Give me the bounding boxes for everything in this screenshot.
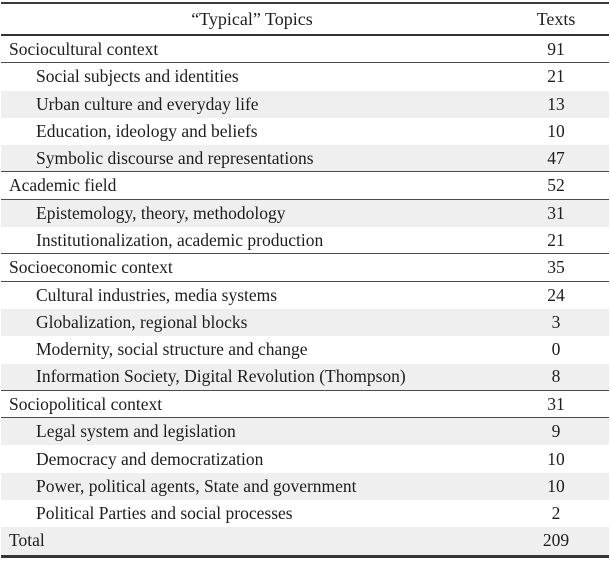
texts-cell: 31 [547, 393, 565, 414]
topic-cell: Institutionalization, academic productio… [36, 229, 324, 250]
topic-cell: Education, ideology and beliefs [36, 121, 258, 142]
table-row-power-political-agents: Power, political agents, State and gover… [1, 472, 609, 501]
texts-cell: 24 [547, 284, 565, 305]
topic-cell: Social subjects and identities [36, 66, 239, 87]
topic-cell: Democracy and democratization [36, 448, 264, 469]
table-row-academic-field: Academic field 52 [1, 172, 609, 200]
table-row-political-parties: Political Parties and social processes 2 [1, 500, 609, 528]
table-row-sociopolitical-context: Sociopolitical context 31 [1, 390, 609, 419]
table-row-urban-culture: Urban culture and everyday life 13 [1, 90, 609, 118]
table-row-legal-system: Legal system and legislation 9 [1, 418, 609, 446]
texts-cell: 2 [551, 503, 561, 524]
topic-cell: Information Society, Digital Revolution … [36, 366, 406, 387]
texts-cell: 35 [547, 257, 565, 278]
texts-cell: 209 [542, 530, 570, 551]
table-row-institutionalization: Institutionalization, academic productio… [1, 227, 609, 255]
topic-cell: Symbolic discourse and representations [36, 147, 314, 168]
topic-cell: Cultural industries, media systems [36, 284, 278, 305]
table-row-symbolic-discourse: Symbolic discourse and representations 4… [1, 145, 609, 173]
table-row-socioeconomic-context: Socioeconomic context 35 [1, 254, 609, 282]
texts-cell: 52 [547, 175, 565, 196]
texts-cell: 10 [547, 121, 565, 142]
table-row-cultural-industries: Cultural industries, media systems 24 [1, 281, 609, 309]
topic-cell: Epistemology, theory, methodology [36, 202, 286, 223]
topic-cell: Total [9, 530, 45, 551]
texts-cell: 0 [551, 339, 561, 360]
topic-cell: Academic field [9, 175, 117, 196]
table-row-information-society: Information Society, Digital Revolution … [1, 363, 609, 391]
table-row-globalization: Globalization, regional blocks 3 [1, 308, 609, 337]
texts-cell: 9 [551, 421, 561, 442]
texts-cell: 21 [547, 229, 565, 250]
topic-cell: Political Parties and social processes [36, 503, 293, 524]
header-topics-label: “Typical” Topics [191, 8, 313, 29]
topic-cell: Modernity, social structure and change [36, 339, 308, 360]
texts-cell: 13 [547, 93, 565, 114]
texts-cell: 10 [547, 448, 565, 469]
texts-cell: 47 [547, 147, 565, 168]
topic-cell: Socioeconomic context [9, 257, 173, 278]
table-row-education-ideology: Education, ideology and beliefs 10 [1, 117, 609, 146]
texts-cell: 91 [547, 38, 565, 59]
typical-topics-table: “Typical” Topics Texts Sociocultural con… [1, 2, 609, 558]
texts-cell: 10 [547, 475, 565, 496]
topic-cell: Legal system and legislation [36, 421, 236, 442]
table-row-epistemology: Epistemology, theory, methodology 31 [1, 199, 609, 228]
texts-cell: 31 [547, 202, 565, 223]
topic-cell: Urban culture and everyday life [36, 93, 259, 114]
table-header-row: “Typical” Topics Texts [1, 2, 609, 36]
topic-cell: Sociocultural context [9, 38, 159, 59]
texts-cell: 8 [551, 366, 561, 387]
table-row-sociocultural-context: Sociocultural context 91 [1, 36, 609, 64]
topic-cell: Power, political agents, State and gover… [36, 475, 357, 496]
table-row-modernity: Modernity, social structure and change 0 [1, 336, 609, 364]
texts-cell: 21 [547, 66, 565, 87]
table-row-social-subjects: Social subjects and identities 21 [1, 63, 609, 91]
table-row-democracy: Democracy and democratization 10 [1, 445, 609, 473]
topic-cell: Globalization, regional blocks [36, 312, 248, 333]
table-row-total: Total 209 [1, 527, 609, 555]
texts-cell: 3 [551, 312, 561, 333]
header-texts-label: Texts [536, 8, 576, 29]
topic-cell: Sociopolitical context [9, 393, 163, 414]
